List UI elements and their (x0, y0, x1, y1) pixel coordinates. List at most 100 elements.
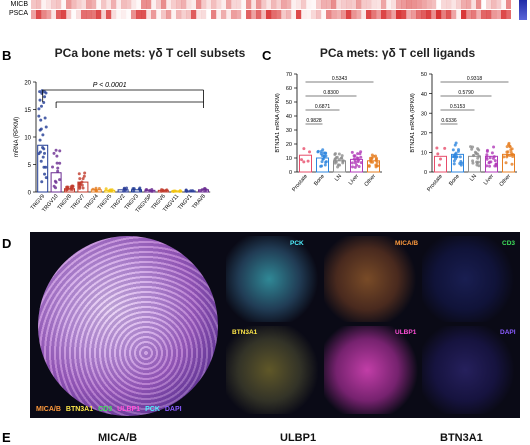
data-point (77, 172, 81, 176)
tile-dapi (422, 326, 518, 414)
data-point (324, 160, 328, 164)
heatmap-cell (266, 0, 272, 9)
data-point (510, 162, 514, 166)
data-point (42, 151, 46, 155)
heatmap-cell (51, 10, 57, 19)
data-point (145, 188, 149, 192)
data-point (509, 150, 513, 154)
data-point (80, 183, 84, 187)
heatmap-cell (166, 10, 172, 19)
heatmap-cell (456, 10, 462, 19)
data-point (41, 155, 45, 159)
data-point (374, 165, 378, 169)
data-point (323, 163, 327, 167)
data-point (40, 180, 44, 184)
bar (50, 172, 62, 193)
y-tick-label: 50 (286, 100, 292, 106)
data-point (78, 186, 82, 190)
data-point (508, 154, 512, 158)
data-point (78, 177, 82, 181)
data-point (160, 188, 164, 192)
data-point (44, 176, 48, 180)
heatmap-cell (371, 0, 377, 9)
heatmap-cell (416, 10, 422, 19)
heatmap-cell (61, 0, 67, 9)
heatmap-cell (306, 10, 312, 19)
data-point (334, 159, 338, 163)
heatmap-cell (216, 0, 222, 9)
heatmap-cell (271, 0, 277, 9)
heatmap-cell (466, 10, 472, 19)
bar (37, 144, 49, 193)
x-tick-label: Liver (483, 173, 495, 186)
data-point (38, 138, 42, 142)
data-point (437, 163, 441, 167)
heatmap-cell (436, 0, 441, 9)
data-point (320, 153, 324, 157)
data-point (164, 188, 168, 192)
data-point (178, 189, 182, 193)
data-point (350, 161, 354, 165)
heatmap-cell (481, 0, 486, 9)
heatmap-cell (316, 10, 322, 19)
heatmap-cell (46, 0, 52, 9)
p-value-label: P < 0.0001 (93, 82, 127, 89)
data-point (83, 171, 87, 175)
y-tick-label: 10 (24, 136, 31, 142)
bar (367, 160, 380, 173)
tile-label-ulbp1: ULBP1 (395, 329, 417, 336)
data-point (337, 152, 341, 156)
data-point (459, 163, 463, 167)
heatmap-cell (496, 0, 502, 9)
data-point (82, 174, 86, 178)
heatmap-cell (141, 10, 147, 19)
data-point (469, 145, 473, 149)
data-point (452, 162, 456, 166)
data-point (44, 91, 48, 95)
y-tick-label: 5 (28, 163, 32, 169)
y-tick-label: 40 (421, 92, 427, 98)
heatmap-cell (451, 0, 457, 9)
heatmap-cell (121, 10, 127, 19)
heatmap-cell (286, 10, 292, 19)
legend-item: DAPI (164, 406, 182, 413)
data-point (369, 160, 373, 164)
data-point (125, 186, 129, 190)
heatmap-cell (146, 10, 152, 19)
data-point (472, 154, 476, 158)
data-point (104, 187, 108, 191)
heatmap-cell (431, 10, 437, 19)
heatmap-cell (111, 10, 117, 19)
data-point (476, 147, 480, 151)
data-point (38, 90, 42, 94)
heatmap-cell (336, 10, 342, 19)
data-point (454, 155, 458, 159)
data-point (367, 164, 371, 168)
data-point (452, 159, 456, 163)
heatmap-cell (201, 10, 207, 19)
heatmap-cell (36, 10, 42, 19)
data-point (454, 151, 458, 155)
heatmap-cell (471, 0, 477, 9)
heatmap-cell (86, 10, 92, 19)
heatmap-cell (391, 10, 397, 19)
panel-d-legend: MICA/B BTN3A1 CD3 ULBP1 PCK DAPI (36, 406, 187, 413)
heatmap-cell (261, 0, 267, 9)
heatmap-cell (176, 0, 182, 9)
x-tick-label: LN (334, 173, 343, 182)
tile-btn3a1 (226, 326, 322, 414)
heatmap-cell (81, 10, 87, 19)
data-point (56, 166, 60, 170)
heatmap-cell (406, 0, 412, 9)
heatmap-cell (206, 0, 212, 9)
heatmap-cell (311, 10, 317, 19)
heatmap-cell (236, 0, 242, 9)
heatmap-cell (151, 10, 157, 19)
heatmap-cell (91, 10, 97, 19)
heatmap-cell (421, 10, 427, 19)
heatmap-cell (151, 0, 157, 9)
data-point (505, 153, 509, 157)
heatmap-cell (496, 10, 502, 19)
y-tick-label: 40 (286, 114, 292, 120)
